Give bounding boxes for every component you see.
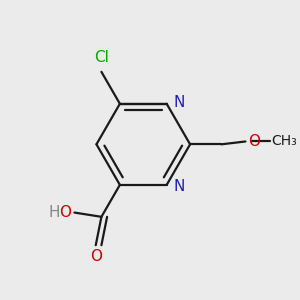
Text: O: O bbox=[60, 205, 72, 220]
Text: O: O bbox=[90, 250, 102, 265]
Text: O: O bbox=[248, 134, 260, 149]
Text: CH₃: CH₃ bbox=[271, 134, 297, 148]
Text: Cl: Cl bbox=[94, 50, 109, 65]
Text: N: N bbox=[174, 179, 185, 194]
Text: H: H bbox=[49, 205, 60, 220]
Text: N: N bbox=[174, 95, 185, 110]
